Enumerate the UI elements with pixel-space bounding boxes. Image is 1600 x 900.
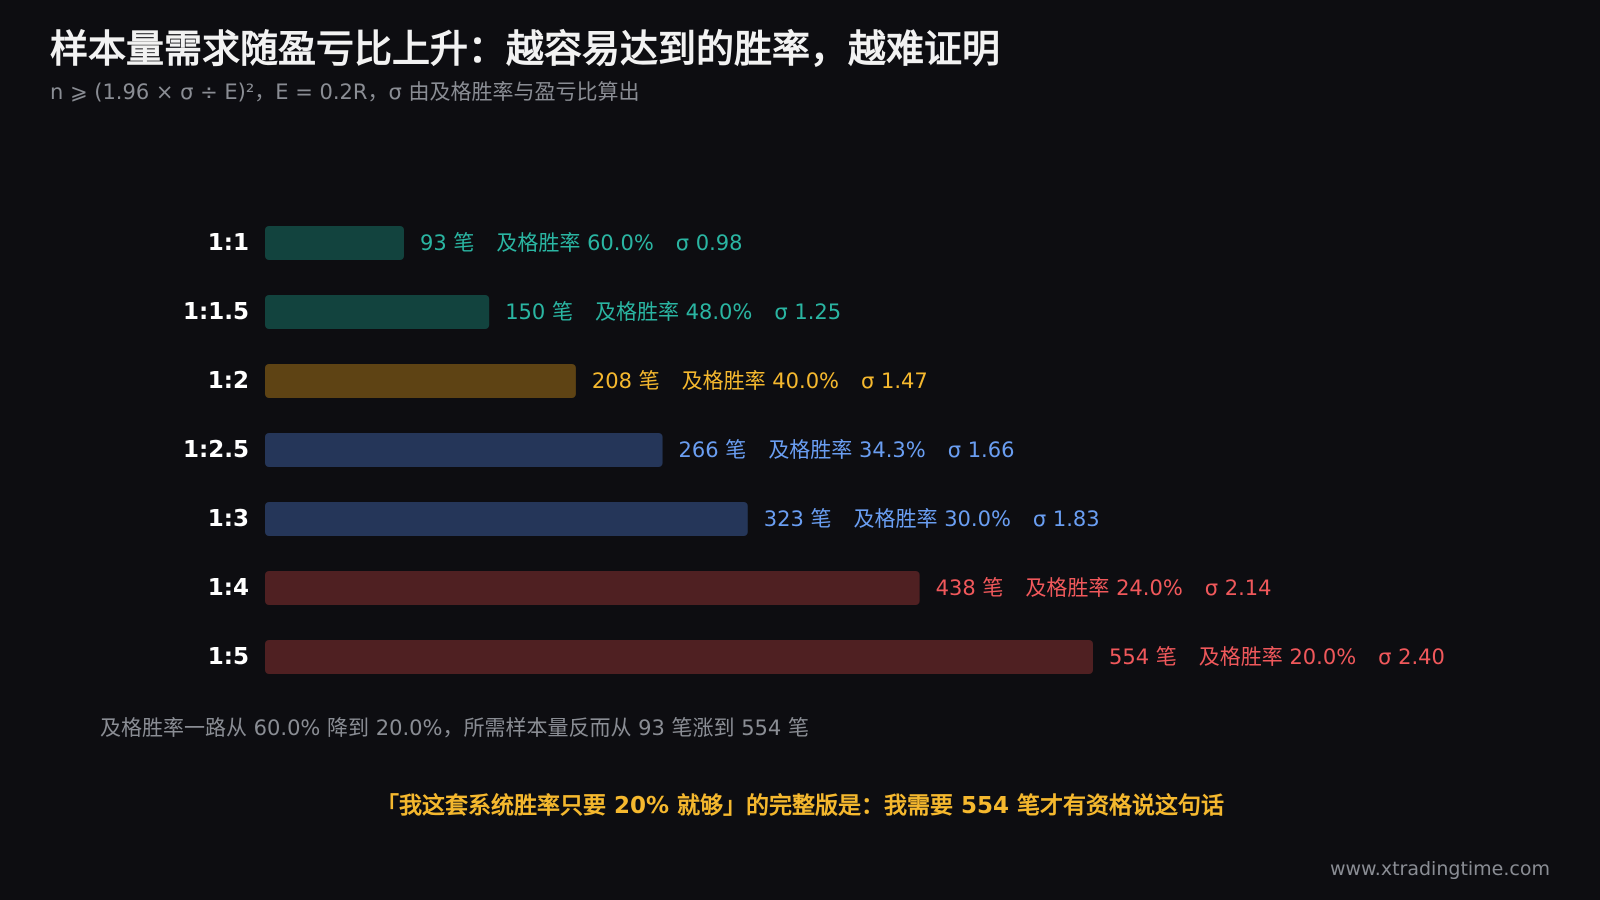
category-label: 1:4	[208, 575, 249, 601]
bar	[265, 295, 490, 329]
site-watermark: www.xtradingtime.com	[1329, 858, 1550, 880]
bar-annotation: 208 笔及格胜率 40.0% σ 1.47	[592, 369, 928, 393]
category-label: 1:3	[208, 506, 249, 532]
chart-subtitle: n ⩾ (1.96 × σ ÷ E)²，E = 0.2R，σ 由及格胜率与盈亏比…	[50, 80, 640, 104]
bar	[265, 433, 663, 467]
win-rate-label: 及格胜率 48.0%	[595, 300, 752, 324]
bar-chart: 1:1 93 笔及格胜率 60.0% σ 0.98 1:1.5 150 笔及格胜率 48…	[183, 226, 1445, 674]
bar	[265, 226, 404, 260]
chart-caption: 及格胜率一路从 60.0% 降到 20.0%，所需样本量反而从 93 笔涨到 5…	[100, 716, 809, 740]
bar	[265, 502, 748, 536]
win-rate-label: 及格胜率 30.0%	[854, 507, 1011, 531]
bar-annotation: 266 笔及格胜率 34.3% σ 1.66	[679, 438, 1015, 462]
sample-size-label: 554 笔	[1109, 645, 1177, 669]
bar-annotation: 438 笔及格胜率 24.0% σ 2.14	[936, 576, 1272, 600]
bar	[265, 571, 920, 605]
sample-size-label: 438 笔	[936, 576, 1004, 600]
win-rate-label: 及格胜率 34.3%	[768, 438, 925, 462]
category-label: 1:2.5	[183, 437, 249, 463]
chart-title: 样本量需求随盈亏比上升：越容易达到的胜率，越难证明	[50, 27, 1001, 71]
win-rate-label: 及格胜率 40.0%	[682, 369, 839, 393]
sample-size-label: 150 笔	[505, 300, 573, 324]
sample-size-label: 208 笔	[592, 369, 660, 393]
bar-annotation: 150 笔及格胜率 48.0% σ 1.25	[505, 300, 841, 324]
sigma-label: σ 1.83	[1033, 507, 1100, 531]
sigma-label: σ 2.40	[1378, 645, 1445, 669]
category-label: 1:1	[208, 230, 249, 256]
bar-annotation: 323 笔及格胜率 30.0% σ 1.83	[764, 507, 1100, 531]
sigma-label: σ 1.66	[948, 438, 1015, 462]
sample-size-label: 93 笔	[420, 231, 474, 255]
sigma-label: σ 1.25	[774, 300, 841, 324]
category-label: 1:1.5	[183, 299, 249, 325]
sigma-label: σ 1.47	[861, 369, 928, 393]
sample-size-label: 323 笔	[764, 507, 832, 531]
sigma-label: σ 0.98	[676, 231, 743, 255]
win-rate-label: 及格胜率 24.0%	[1025, 576, 1182, 600]
category-label: 1:5	[208, 644, 249, 670]
bar	[265, 364, 576, 398]
category-label: 1:2	[208, 368, 249, 394]
conclusion-text: 「我这套系统胜率只要 20% 就够」的完整版是：我需要 554 笔才有资格说这句…	[375, 793, 1225, 819]
sample-size-label: 266 笔	[679, 438, 747, 462]
win-rate-label: 及格胜率 60.0%	[496, 231, 653, 255]
bar-annotation: 554 笔及格胜率 20.0% σ 2.40	[1109, 645, 1445, 669]
bar	[265, 640, 1093, 674]
win-rate-label: 及格胜率 20.0%	[1199, 645, 1356, 669]
sigma-label: σ 2.14	[1205, 576, 1272, 600]
bar-annotation: 93 笔及格胜率 60.0% σ 0.98	[420, 231, 743, 255]
